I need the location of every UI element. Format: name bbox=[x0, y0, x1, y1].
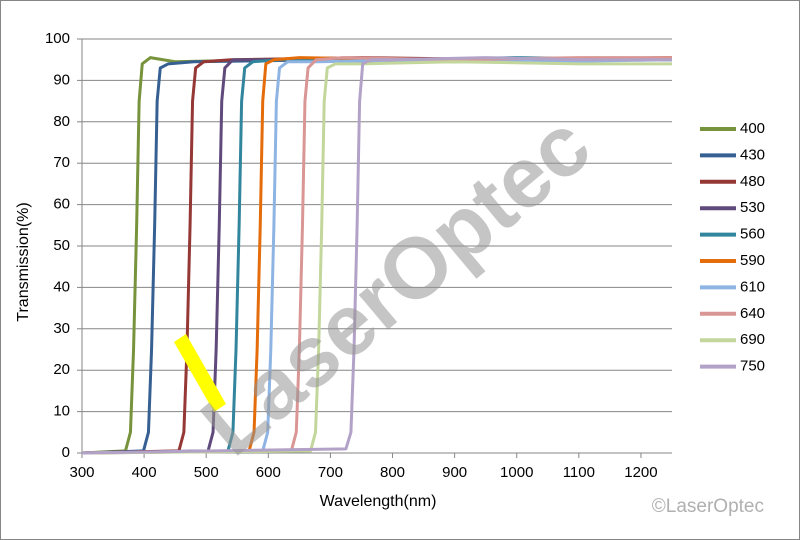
series-line bbox=[81, 60, 672, 455]
x-tick-label: 1100 bbox=[563, 464, 595, 481]
y-tick-label: 0 bbox=[62, 444, 70, 461]
x-tick-label: 400 bbox=[132, 464, 157, 481]
x-tick-label: 1000 bbox=[500, 464, 533, 481]
legend-label: 560 bbox=[740, 226, 765, 243]
y-tick-label: 30 bbox=[53, 320, 70, 337]
legend-label: 430 bbox=[740, 146, 765, 163]
legend-label: 530 bbox=[740, 199, 765, 216]
x-axis-title: Wavelength(nm) bbox=[320, 493, 437, 510]
legend-label: 610 bbox=[740, 278, 765, 295]
y-tick-label: 100 bbox=[45, 30, 70, 47]
copyright: ©LaserOptec bbox=[652, 496, 764, 517]
legend-label: 480 bbox=[740, 173, 765, 190]
y-axis-title: Transmission(%) bbox=[15, 202, 32, 321]
y-tick-label: 10 bbox=[53, 403, 70, 420]
legend-label: 590 bbox=[740, 252, 765, 269]
legend-label: 640 bbox=[740, 305, 765, 322]
legend-label: 400 bbox=[740, 120, 765, 137]
plot-area: 0 10 20 30 40 50 60 70 80 90 100 300 400 500 600 700 800… bbox=[45, 30, 765, 481]
y-tick-label: 50 bbox=[53, 237, 70, 254]
y-tick-label: 40 bbox=[53, 278, 70, 295]
y-tick-label: 90 bbox=[53, 71, 70, 88]
highlight-marker bbox=[174, 334, 226, 412]
x-tick-label: 600 bbox=[256, 464, 281, 481]
legend-label: 750 bbox=[740, 358, 765, 375]
y-tick-label: 60 bbox=[53, 196, 70, 213]
x-tick-label: 800 bbox=[380, 464, 405, 481]
y-tick-label: 70 bbox=[53, 154, 70, 171]
x-tick-label: 700 bbox=[318, 464, 343, 481]
y-tick-label: 20 bbox=[53, 361, 70, 378]
x-tick-label: 1200 bbox=[624, 464, 657, 481]
x-tick-label: 300 bbox=[69, 464, 94, 481]
x-tick-label: 900 bbox=[442, 464, 467, 481]
legend-label: 690 bbox=[740, 331, 765, 348]
x-tick-label: 500 bbox=[194, 464, 219, 481]
y-tick-label: 80 bbox=[53, 113, 70, 130]
series-line bbox=[81, 56, 672, 455]
